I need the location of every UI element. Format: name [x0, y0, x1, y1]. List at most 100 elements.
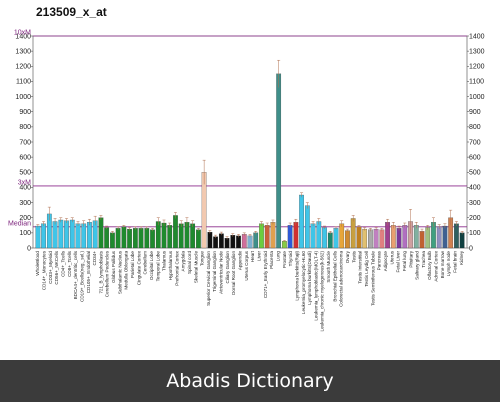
bar [52, 221, 58, 249]
bar [167, 225, 173, 249]
bar [333, 228, 339, 249]
footer-banner: Abadis Dictionary [0, 360, 500, 402]
x-tick-label: Liver [256, 251, 261, 261]
x-tick-label: Temporal Lobe [155, 251, 160, 282]
x-tick-label: CD19+_Bcells(neg._sel.) [79, 251, 84, 302]
x-tick-label: Skeletal Muscle [193, 251, 198, 284]
bar [144, 228, 150, 249]
bar [345, 230, 350, 249]
x-tick-label: Medulla Oblongata [124, 251, 129, 290]
bar [75, 223, 81, 249]
y-tick-label-right: 800 [469, 124, 481, 131]
bar [373, 228, 379, 249]
category-labels: WholeBlood CD14+_Monocytes CD33+_Myeloid CD… [35, 250, 464, 331]
bar [259, 223, 264, 249]
bar [241, 234, 247, 249]
y-tick-label-right: 0 [469, 245, 473, 252]
y-tick-label-right: 700 [469, 139, 481, 146]
x-tick-label: Testis Leydig Cell [364, 251, 369, 287]
x-tick-label: Uterus Corpus [244, 250, 249, 280]
x-tick-label: Hypothalamus [168, 250, 173, 280]
x-tick-label: Spinal cord [187, 251, 192, 274]
bar [436, 226, 442, 249]
x-tick-label: Prefrontal Cortex [174, 250, 179, 285]
x-tick-label: Occipital Lobe [149, 251, 154, 281]
bar [104, 227, 110, 249]
x-tick-label: Adipocyte [383, 251, 388, 272]
x-tick-label: Cingulate Cortex [136, 250, 141, 285]
x-tick-label: 721_B_lymphoblasts [98, 250, 103, 293]
x-tick-label: Testis Seminiferous Tubule [370, 251, 375, 306]
bar [132, 228, 138, 249]
x-tick-label: Smooth Muscle [326, 251, 331, 283]
x-tick-label: Trachea [421, 251, 426, 268]
bar [454, 223, 459, 249]
bar [339, 223, 345, 249]
y-tick-label-left: 800 [19, 124, 31, 131]
x-tick-label: Bronchial Epithelial Cells [332, 250, 337, 301]
x-tick-label: Appendix [238, 250, 243, 270]
bar [161, 222, 167, 249]
bar [390, 225, 396, 249]
footer-text: Abadis Dictionary [166, 370, 334, 392]
bar [98, 217, 104, 249]
y-tick-label-left: 1100 [16, 79, 31, 86]
y-tick-label-left: 600 [19, 154, 31, 161]
bar [64, 220, 69, 249]
x-tick-label: CD8+_Tcells [67, 250, 72, 277]
x-tick-label: CD14+_Monocytes [41, 250, 46, 290]
bar [218, 233, 224, 249]
bar [173, 215, 178, 249]
y-tick-label-left: 100 [19, 230, 31, 237]
x-tick-label: Bone marrow [440, 250, 445, 278]
x-tick-label: BDCA4+_dentritic_cells [73, 250, 78, 299]
x-tick-label: Tongue [200, 251, 205, 267]
x-tick-label: Dorsal Root Ganglion [231, 251, 236, 295]
bar [35, 225, 41, 249]
x-tick-label: Adrenal Cortex [434, 250, 439, 281]
y-tick-label-left: 1400 [15, 33, 31, 40]
reference-line-label: Median [8, 220, 31, 227]
bar [413, 225, 419, 249]
y-tick-label-left: 1200 [15, 64, 31, 71]
bar [178, 223, 184, 249]
x-tick-label: Lymphoma burkitts(Daudi) [307, 251, 312, 305]
plot-frame [32, 35, 468, 249]
y-tick-label-left: 0 [27, 245, 31, 252]
bar [459, 232, 465, 249]
bar [150, 229, 155, 249]
y-tick-label-right: 900 [469, 109, 481, 116]
bar [110, 232, 115, 249]
bar [138, 228, 144, 249]
x-tick-label: Heart [250, 250, 255, 262]
bar [264, 225, 270, 249]
x-tick-label: Globus Pallidus [111, 250, 116, 283]
x-tick-label: Pancreas [377, 250, 382, 270]
x-tick-label: Amygdala [181, 251, 186, 272]
bar [396, 228, 402, 249]
y-tick-label-left: 1300 [15, 48, 31, 55]
bar [368, 229, 373, 249]
y-tick-label-right: 1200 [469, 64, 485, 71]
bar [69, 219, 75, 249]
bar [379, 229, 385, 249]
bar [87, 222, 92, 249]
bar [362, 228, 368, 249]
bar [304, 205, 310, 249]
bar [213, 236, 218, 249]
y-tick-label-right: 200 [469, 215, 481, 222]
x-tick-label: Lymph node [446, 251, 451, 277]
y-tick-label-left: 200 [19, 215, 31, 222]
x-tick-label: Leukemia_chronic myelogenous(k-562) [320, 251, 325, 332]
bar [247, 235, 253, 249]
x-tick-label: Kidney [459, 250, 464, 265]
bar [276, 73, 282, 249]
bar [230, 235, 236, 249]
x-tick-label: Subthalamic Nucleus [117, 250, 122, 294]
bar [58, 219, 64, 249]
y-tick-label-left: 400 [19, 185, 31, 192]
bar [41, 223, 46, 249]
x-tick-label: Olfactory Bulb [427, 251, 432, 280]
y-tick-label-right: 600 [469, 154, 481, 161]
y-tick-label-left: 700 [19, 139, 31, 146]
